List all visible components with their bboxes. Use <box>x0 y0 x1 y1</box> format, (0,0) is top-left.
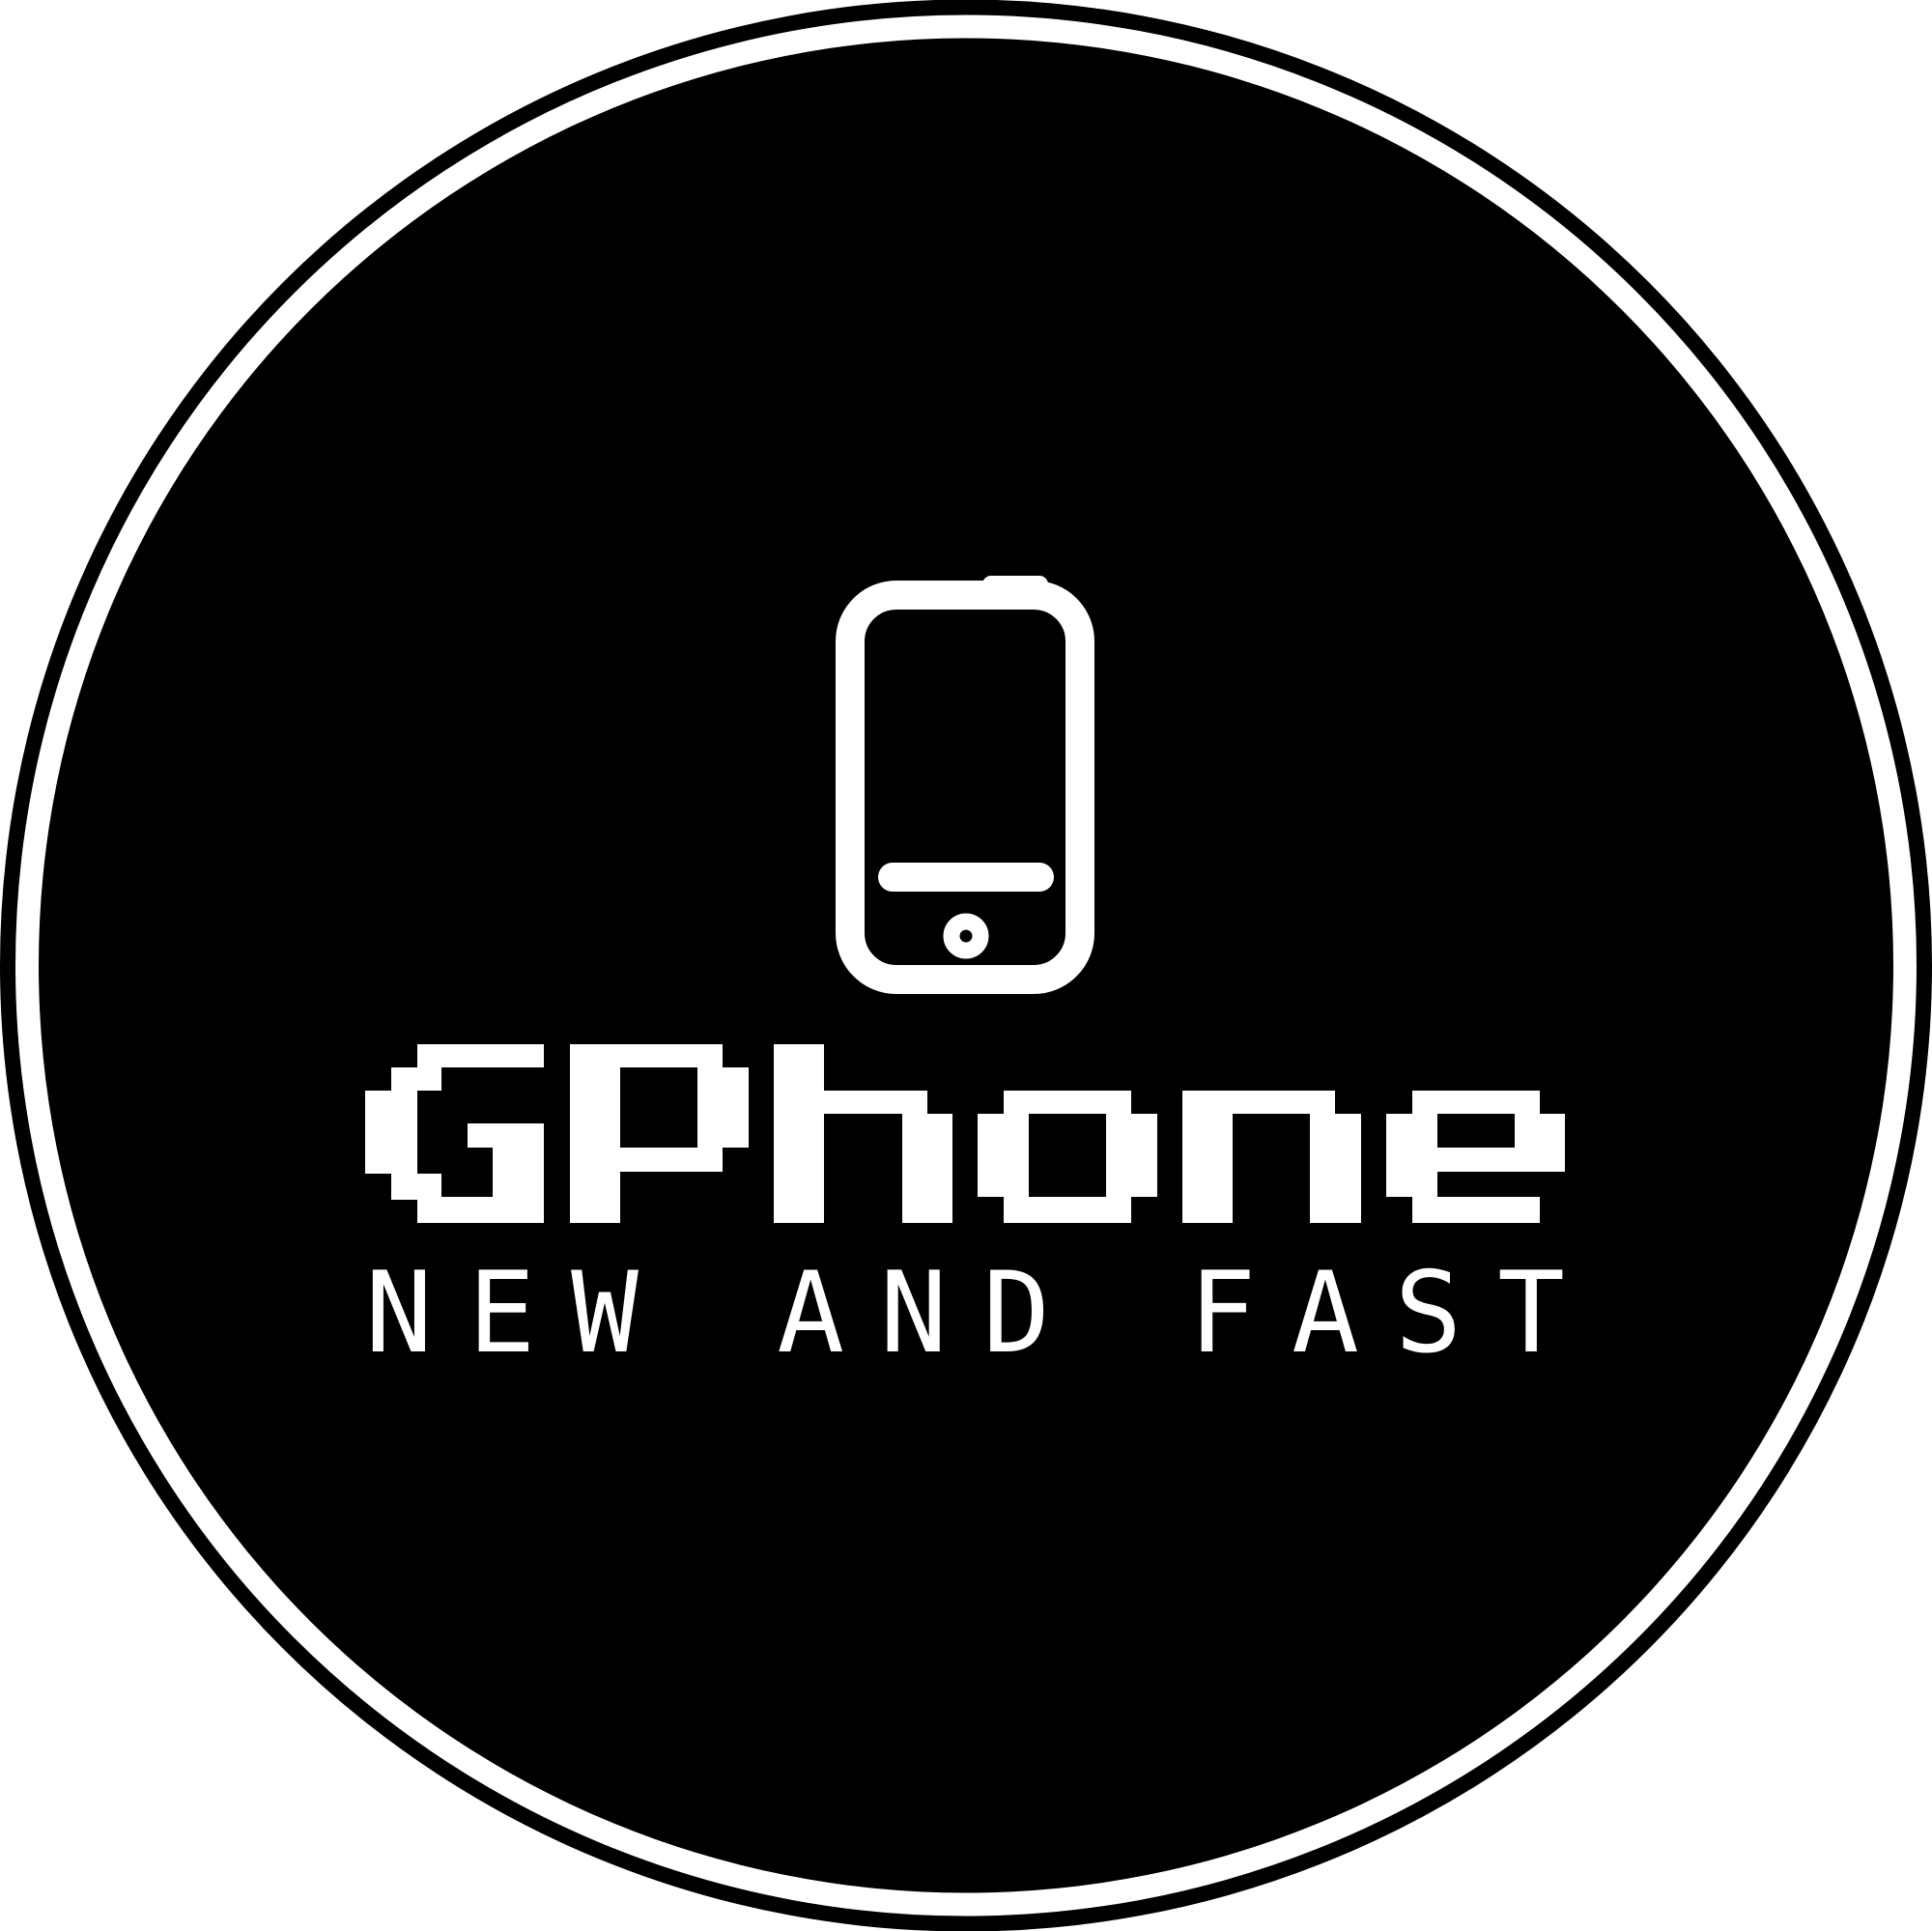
brand-wordmark <box>365 1044 1565 1223</box>
brand-name: GPhone <box>365 1008 1565 1278</box>
smartphone-icon <box>836 576 1094 994</box>
